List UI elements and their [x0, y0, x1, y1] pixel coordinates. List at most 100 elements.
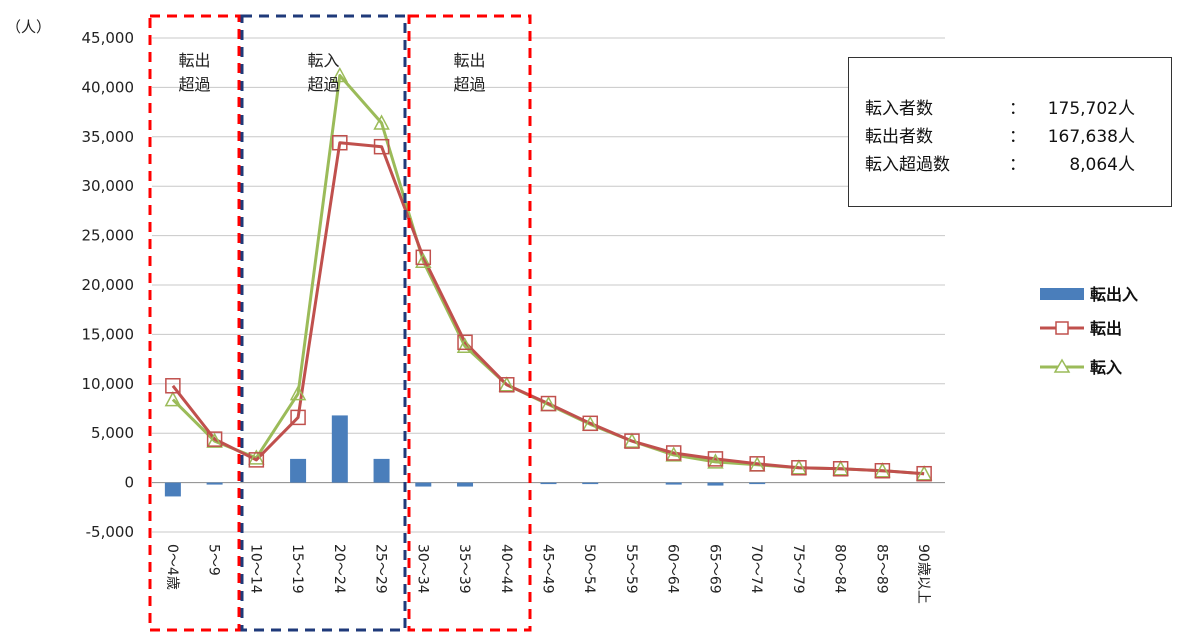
y-tick-label: 35,000: [82, 128, 135, 146]
x-tick-label: 80～84: [832, 544, 848, 594]
x-tick-label: 90歳以上: [915, 544, 931, 604]
x-tick-label: 50～54: [581, 544, 597, 594]
y-tick-label: 30,000: [82, 177, 135, 195]
summary-label: 転出者数: [865, 127, 933, 147]
legend-line-swatch: [1040, 358, 1084, 373]
x-tick-label: 5～9: [206, 544, 222, 576]
outflow-line: [171, 141, 925, 476]
y-tick-label: 25,000: [82, 227, 135, 245]
x-tick-label: 45～49: [540, 544, 556, 594]
x-tick-label: 15～19: [289, 544, 305, 594]
summary-value: 8,064人: [1069, 155, 1135, 175]
summary-label: 転入者数: [865, 99, 933, 119]
bar: [290, 458, 307, 483]
outflow-marker: [791, 460, 807, 476]
x-tick-label: 85～89: [873, 544, 889, 594]
region-box: [148, 14, 241, 632]
outflow-marker: [248, 452, 265, 468]
legend-label: 転出入: [1090, 285, 1139, 304]
bar: [749, 482, 766, 485]
summary-colon: ：: [1009, 99, 1026, 119]
x-tick-label: 70～74: [748, 544, 764, 594]
outflow-marker: [332, 134, 348, 151]
x-tick-label: 35～39: [456, 544, 472, 594]
region-label: 超過: [307, 75, 339, 94]
inflow-marker: [915, 465, 933, 481]
inflow-marker: [331, 66, 349, 83]
x-tick-label: 65～69: [706, 544, 722, 594]
x-tick-label: 10～14: [247, 544, 263, 594]
bar: [457, 482, 474, 487]
summary-label: 転入超過数: [865, 155, 950, 175]
y-tick-label: 5,000: [91, 424, 134, 442]
outflow-marker: [707, 451, 724, 467]
region-label: 超過: [178, 75, 210, 94]
bar: [540, 482, 557, 485]
outflow-marker: [415, 249, 432, 266]
summary-value: 175,702人: [1047, 99, 1135, 119]
region-label: 転出: [453, 51, 485, 70]
summary-colon: ：: [1009, 155, 1026, 175]
outflow-marker: [457, 334, 473, 351]
outflow-marker: [206, 431, 223, 447]
x-tick-label: 20～24: [331, 544, 347, 594]
bar: [164, 482, 181, 497]
region-label: 転入: [307, 51, 339, 70]
inflow-marker: [665, 446, 682, 462]
x-tick-label: 60～64: [665, 544, 681, 594]
bar: [331, 415, 348, 483]
summary-value: 167,638人: [1047, 127, 1135, 147]
y-tick-label: -5,000: [86, 523, 134, 541]
outflow-marker: [540, 395, 557, 412]
x-tick-label: 30～34: [414, 544, 430, 594]
x-tick-label: 40～44: [498, 544, 514, 594]
x-tick-label: 55～59: [623, 544, 639, 594]
outflow-marker: [916, 465, 932, 482]
inflow-marker: [832, 460, 849, 476]
legend-label: 転入: [1090, 358, 1123, 377]
outflow-marker: [582, 415, 598, 432]
bar: [707, 482, 724, 486]
bar: [582, 482, 599, 485]
outflow-marker: [290, 409, 306, 426]
outflow-marker: [665, 445, 682, 461]
y-tick-label: 10,000: [82, 375, 135, 393]
legend-item-inflow: 転入: [1040, 357, 1122, 377]
region-box: [240, 14, 407, 632]
inflow-marker: [707, 453, 724, 469]
inflow-marker: [498, 376, 516, 392]
inflow-marker: [456, 337, 474, 354]
outflow-marker: [624, 433, 640, 449]
y-tick-label: 0: [124, 474, 134, 492]
inflow-marker: [289, 385, 307, 401]
bar: [206, 482, 223, 485]
x-tick-label: 25～29: [373, 544, 389, 594]
outflow-marker: [373, 138, 390, 155]
inflow-marker: [874, 462, 891, 478]
outflow-marker: [165, 378, 181, 394]
region-label: 転出: [178, 51, 210, 70]
outflow-marker: [749, 456, 765, 472]
inflow-marker: [790, 459, 808, 475]
legend-item-outflow: 転出: [1040, 318, 1122, 338]
bar: [415, 482, 432, 487]
outflow-marker: [832, 461, 849, 477]
y-tick-label: 45,000: [82, 29, 135, 47]
outflow-marker: [874, 462, 891, 479]
legend-item-net: 転出入: [1040, 284, 1138, 304]
summary-box: 転入者数 ： 175,702人 転出者数 ： 167,638人 転入超過数 ： …: [848, 57, 1172, 207]
legend-line-swatch: [1040, 321, 1084, 335]
y-tick-label: 15,000: [82, 325, 135, 343]
legend-bar-swatch: [1040, 288, 1084, 300]
bar: [665, 482, 682, 485]
inflow-marker: [248, 449, 265, 465]
inflow-marker: [415, 252, 432, 269]
summary-colon: ：: [1009, 127, 1026, 147]
y-axis-label: （人）: [6, 18, 51, 36]
y-tick-label: 40,000: [82, 78, 135, 96]
outflow-marker: [499, 377, 515, 393]
bar: [373, 458, 390, 483]
y-tick-label: 20,000: [82, 276, 135, 294]
inflow-marker: [623, 432, 641, 448]
